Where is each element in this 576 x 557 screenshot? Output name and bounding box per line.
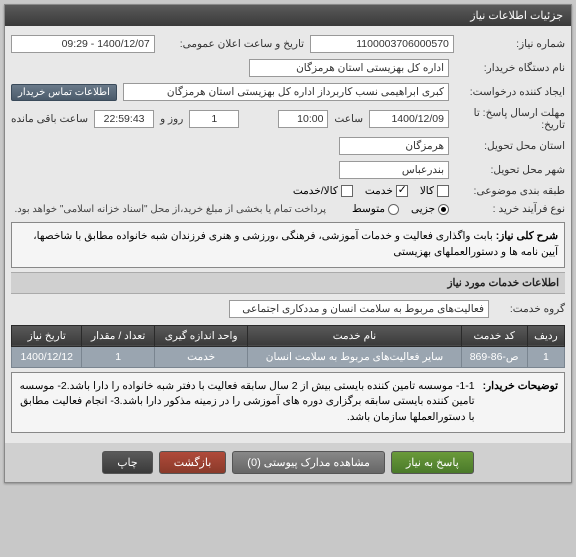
time-label-1: ساعت: [334, 113, 363, 125]
process-label: نوع فرآیند خرید :: [455, 203, 565, 215]
services-table: ردیف کد خدمت نام خدمت واحد اندازه گیری ت…: [11, 325, 565, 368]
cat-goods-service: کالا/خدمت: [293, 185, 353, 197]
td-qty: 1: [82, 346, 154, 367]
th-date: تاریخ نیاز: [12, 325, 82, 346]
proc-medium: متوسط: [352, 203, 399, 215]
respond-button[interactable]: پاسخ به نیاز: [391, 451, 474, 474]
row-deadline: مهلت ارسال پاسخ: تا تاریخ: 1400/12/09 سا…: [11, 104, 565, 134]
announce-label: تاریخ و ساعت اعلان عمومی:: [161, 38, 304, 50]
contact-buyer-button[interactable]: اطلاعات تماس خریدار: [11, 84, 117, 101]
deadline-time: 10:00: [278, 110, 328, 128]
td-row: 1: [527, 346, 564, 367]
checkbox-icon[interactable]: [396, 185, 408, 197]
group-label: گروه خدمت:: [495, 303, 565, 315]
checkbox-icon[interactable]: [341, 185, 353, 197]
row-city: شهر محل تحویل: بندرعباس: [11, 158, 565, 182]
buyer-value: اداره کل بهزیستی استان هرمزگان: [249, 59, 449, 77]
need-description-box: شرح کلی نیاز: بابت واگذاری فعالیت و خدما…: [11, 222, 565, 268]
city-label: شهر محل تحویل:: [455, 164, 565, 176]
td-unit: خدمت: [154, 346, 248, 367]
th-qty: تعداد / مقدار: [82, 325, 154, 346]
buyer-notes-box: توضیحات خریدار: 1-1- موسسه تامین کننده ب…: [11, 372, 565, 433]
buyer-notes-label: توضیحات خریدار:: [483, 379, 558, 426]
payment-note: پرداخت تمام یا بخشی از مبلغ خرید،از محل …: [14, 204, 326, 215]
row-buyer: نام دستگاه خریدار: اداره کل بهزیستی استا…: [11, 56, 565, 80]
buyer-label: نام دستگاه خریدار:: [455, 62, 565, 74]
remaining-label: ساعت باقی مانده: [11, 113, 88, 125]
deadline-label: مهلت ارسال پاسخ: تا تاریخ:: [455, 107, 565, 131]
panel-body: شماره نیاز: 1100003706000570 تاریخ و ساع…: [5, 26, 571, 443]
th-code: کد خدمت: [461, 325, 527, 346]
province-label: استان محل تحویل:: [455, 140, 565, 152]
th-name: نام خدمت: [248, 325, 461, 346]
td-code: ص-86-869: [461, 346, 527, 367]
group-value: فعالیت‌های مربوط به سلامت انسان و مددکار…: [229, 300, 489, 318]
buyer-notes-text: 1-1- موسسه تامین کننده بایستی بیش از 2 س…: [18, 379, 475, 426]
cat-service: خدمت: [365, 185, 408, 197]
row-province: استان محل تحویل: هرمزگان: [11, 134, 565, 158]
th-unit: واحد اندازه گیری: [154, 325, 248, 346]
proc-minor: جزیی: [411, 203, 449, 215]
deadline-date: 1400/12/09: [369, 110, 449, 128]
days-remaining: 1: [189, 110, 239, 128]
services-header: اطلاعات خدمات مورد نیاز: [11, 272, 565, 294]
panel-title: جزئیات اطلاعات نیاز: [5, 5, 571, 26]
city-value: بندرعباس: [339, 161, 449, 179]
print-button[interactable]: چاپ: [102, 451, 153, 474]
categories-group: کالا خدمت کالا/خدمت: [293, 185, 449, 197]
th-row: ردیف: [527, 325, 564, 346]
main-panel: جزئیات اطلاعات نیاز شماره نیاز: 11000037…: [4, 4, 572, 483]
province-value: هرمزگان: [339, 137, 449, 155]
row-creator: ایجاد کننده درخواست: کبری ابراهیمی نسب ک…: [11, 80, 565, 104]
desc-title-text: بابت واگذاری فعالیت و خدمات آموزشی، فرهن…: [33, 230, 558, 258]
td-date: 1400/12/12: [12, 346, 82, 367]
row-service-group: گروه خدمت: فعالیت‌های مربوط به سلامت انس…: [11, 294, 565, 321]
attachments-button[interactable]: مشاهده مدارک پیوستی (0): [232, 451, 385, 474]
row-process: نوع فرآیند خرید : جزیی متوسط پرداخت تمام…: [11, 200, 565, 218]
radio-icon[interactable]: [438, 204, 449, 215]
need-no-label: شماره نیاز:: [460, 38, 565, 50]
announce-value: 1400/12/07 - 09:29: [11, 35, 155, 53]
td-name: سایر فعالیت‌های مربوط به سلامت انسان: [248, 346, 461, 367]
day-label: روز و: [160, 113, 183, 125]
creator-label: ایجاد کننده درخواست:: [455, 86, 565, 98]
back-button[interactable]: بازگشت: [159, 451, 227, 474]
need-no-value: 1100003706000570: [310, 35, 454, 53]
time-remaining: 22:59:43: [94, 110, 154, 128]
row-categories: طبقه بندی موضوعی: کالا خدمت کالا/خدمت: [11, 182, 565, 200]
desc-title-label: شرح کلی نیاز:: [496, 230, 558, 242]
categories-label: طبقه بندی موضوعی:: [455, 185, 565, 197]
row-need-number: شماره نیاز: 1100003706000570 تاریخ و ساع…: [11, 32, 565, 56]
checkbox-icon[interactable]: [437, 185, 449, 197]
creator-value: کبری ابراهیمی نسب کاربرداز اداره کل بهزی…: [123, 83, 449, 101]
table-header-row: ردیف کد خدمت نام خدمت واحد اندازه گیری ت…: [12, 325, 565, 346]
bottom-bar: پاسخ به نیاز مشاهده مدارک پیوستی (0) باز…: [5, 443, 571, 482]
radio-icon[interactable]: [388, 204, 399, 215]
process-group: جزیی متوسط: [352, 203, 449, 215]
table-row: 1 ص-86-869 سایر فعالیت‌های مربوط به سلام…: [12, 346, 565, 367]
cat-goods: کالا: [420, 185, 449, 197]
